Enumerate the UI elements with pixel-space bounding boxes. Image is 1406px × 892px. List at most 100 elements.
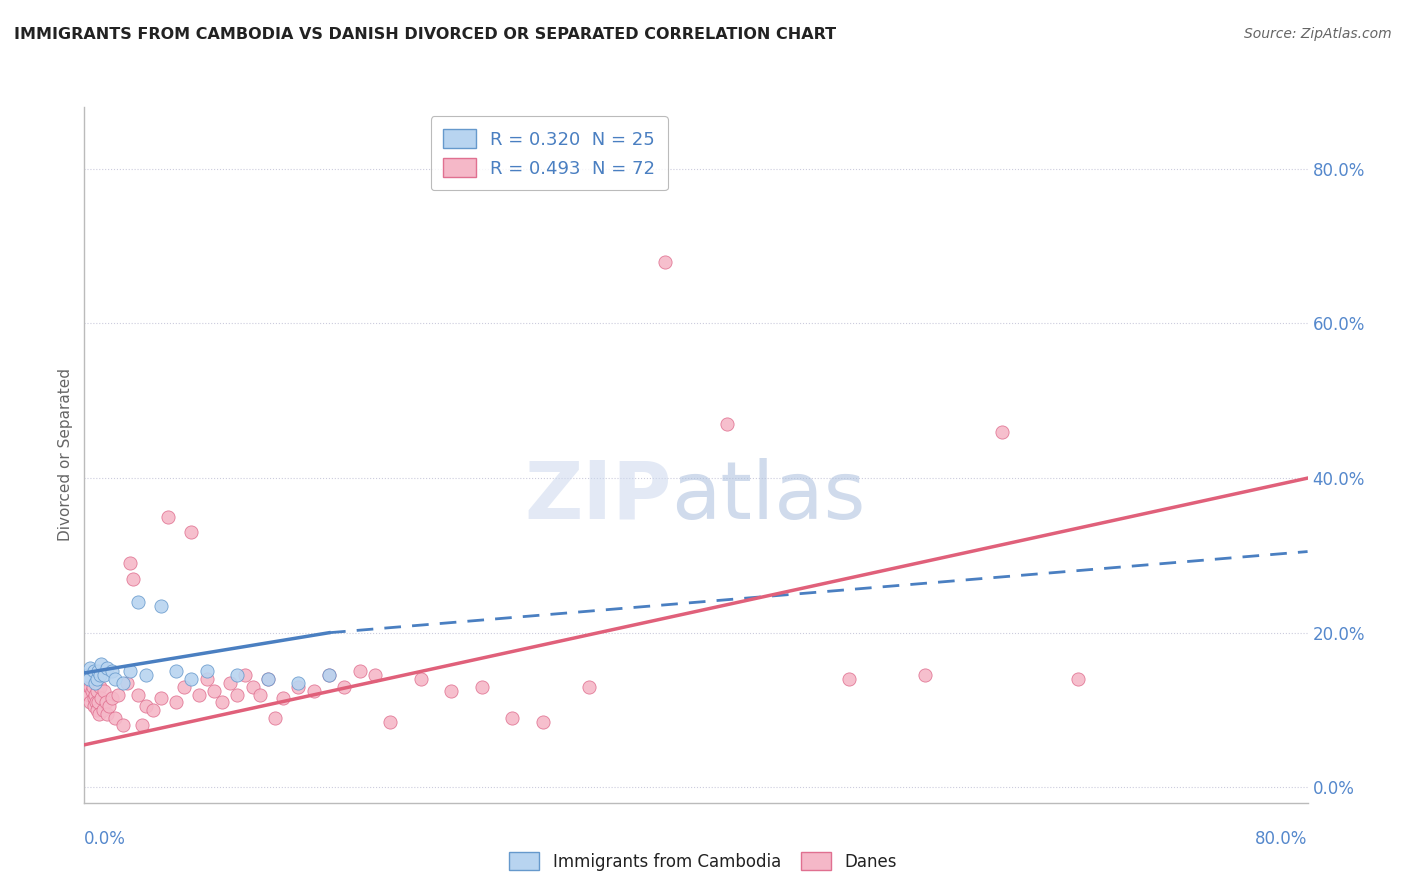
Legend: Immigrants from Cambodia, Danes: Immigrants from Cambodia, Danes	[501, 844, 905, 880]
Point	[91, 703, 114, 717]
Point	[264, 711, 287, 725]
Y-axis label: Divorced or Separated: Divorced or Separated	[58, 368, 73, 541]
Point	[76, 672, 98, 686]
Point	[271, 691, 294, 706]
Point	[76, 683, 98, 698]
Point	[90, 691, 112, 706]
Point	[101, 665, 124, 679]
Point	[157, 509, 180, 524]
Point	[93, 683, 115, 698]
Point	[349, 665, 371, 679]
Point	[84, 688, 107, 702]
Point	[79, 660, 101, 674]
Point	[104, 711, 127, 725]
Point	[122, 572, 145, 586]
Point	[173, 680, 195, 694]
Point	[87, 665, 110, 679]
Point	[195, 665, 218, 679]
Point	[211, 695, 233, 709]
Point	[107, 688, 129, 702]
Point	[90, 657, 112, 671]
Point	[226, 688, 249, 702]
Point	[380, 714, 402, 729]
Point	[84, 695, 107, 709]
Point	[84, 676, 107, 690]
Point	[111, 718, 134, 732]
Point	[86, 703, 108, 717]
Point	[149, 599, 172, 613]
Point	[257, 672, 280, 686]
Point	[82, 680, 104, 694]
Point	[83, 665, 105, 679]
Point	[218, 676, 240, 690]
Point	[79, 680, 101, 694]
Point	[104, 672, 127, 686]
Point	[242, 680, 264, 694]
Point	[101, 691, 124, 706]
Point	[96, 706, 118, 721]
Point	[111, 676, 134, 690]
Point	[471, 680, 494, 694]
Point	[202, 683, 225, 698]
Point	[654, 254, 676, 268]
Point	[120, 665, 142, 679]
Point	[914, 668, 936, 682]
Point	[233, 668, 256, 682]
Point	[364, 668, 387, 682]
Point	[127, 688, 149, 702]
Point	[115, 676, 138, 690]
Point	[1067, 672, 1090, 686]
Point	[83, 691, 105, 706]
Point	[79, 695, 101, 709]
Point	[93, 668, 115, 682]
Point	[80, 668, 103, 682]
Point	[318, 668, 340, 682]
Point	[287, 676, 309, 690]
Point	[226, 668, 249, 682]
Text: 80.0%: 80.0%	[1256, 830, 1308, 848]
Point	[716, 417, 738, 431]
Point	[287, 680, 309, 694]
Point	[76, 668, 98, 682]
Legend: R = 0.320  N = 25, R = 0.493  N = 72: R = 0.320 N = 25, R = 0.493 N = 72	[430, 116, 668, 190]
Text: Source: ZipAtlas.com: Source: ZipAtlas.com	[1244, 27, 1392, 41]
Point	[127, 595, 149, 609]
Point	[77, 676, 100, 690]
Point	[333, 680, 356, 694]
Point	[440, 683, 463, 698]
Point	[838, 672, 860, 686]
Point	[120, 556, 142, 570]
Point	[180, 672, 202, 686]
Point	[249, 688, 271, 702]
Point	[87, 706, 110, 721]
Point	[89, 680, 111, 694]
Point	[165, 665, 187, 679]
Point	[302, 683, 325, 698]
Point	[97, 699, 120, 714]
Point	[142, 703, 165, 717]
Point	[96, 660, 118, 674]
Point	[86, 683, 108, 698]
Point	[86, 672, 108, 686]
Point	[80, 683, 103, 698]
Point	[94, 695, 117, 709]
Point	[135, 699, 157, 714]
Point	[188, 688, 211, 702]
Point	[180, 525, 202, 540]
Point	[87, 695, 110, 709]
Point	[77, 672, 100, 686]
Point	[165, 695, 187, 709]
Point	[578, 680, 600, 694]
Text: IMMIGRANTS FROM CAMBODIA VS DANISH DIVORCED OR SEPARATED CORRELATION CHART: IMMIGRANTS FROM CAMBODIA VS DANISH DIVOR…	[14, 27, 837, 42]
Point	[318, 668, 340, 682]
Text: 0.0%: 0.0%	[84, 830, 127, 848]
Point	[990, 425, 1012, 439]
Point	[131, 718, 153, 732]
Point	[195, 672, 218, 686]
Text: ZIP: ZIP	[524, 458, 672, 536]
Point	[149, 691, 172, 706]
Point	[257, 672, 280, 686]
Point	[77, 688, 100, 702]
Point	[409, 672, 432, 686]
Text: atlas: atlas	[672, 458, 866, 536]
